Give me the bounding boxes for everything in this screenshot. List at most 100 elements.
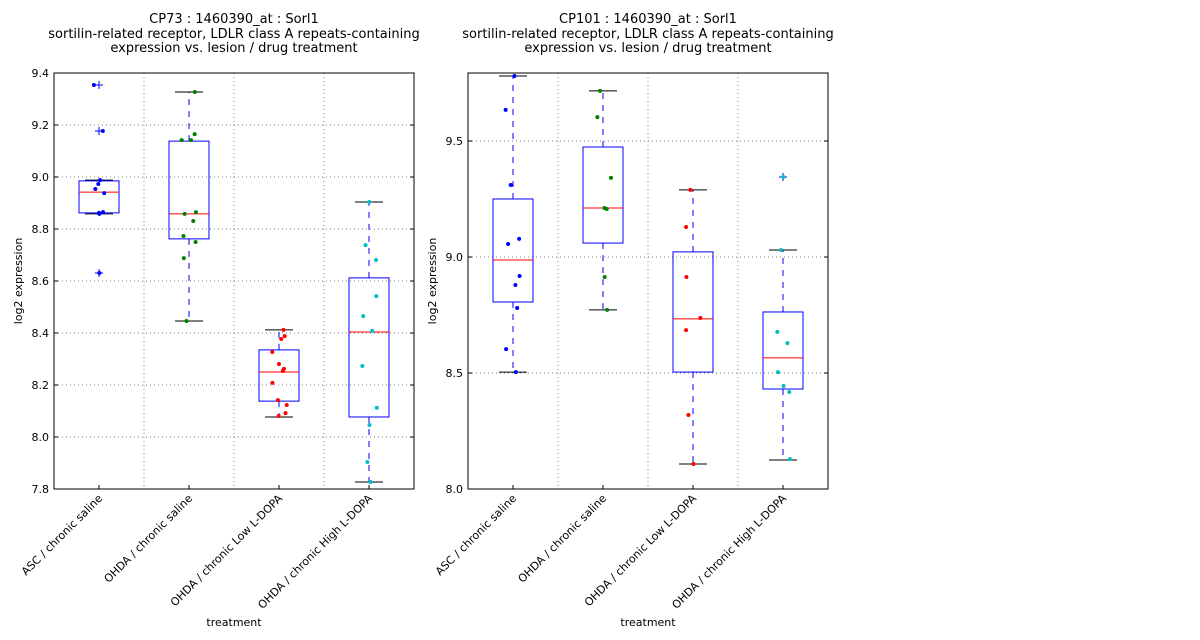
box xyxy=(168,140,210,240)
data-point xyxy=(698,316,703,321)
data-point xyxy=(684,274,689,279)
data-point xyxy=(367,423,372,428)
outlier-marker xyxy=(95,80,103,89)
data-point xyxy=(691,461,696,466)
y-tick-label: 9.2 xyxy=(32,119,50,132)
grid xyxy=(468,73,828,489)
plot-frame xyxy=(467,72,829,490)
data-point xyxy=(778,248,783,253)
data-point xyxy=(508,183,513,188)
y-tick-label: 8.6 xyxy=(32,275,50,288)
box-group xyxy=(492,74,534,375)
chart-title-line-3: expression vs. lesion / drug treatment xyxy=(524,41,771,56)
data-point xyxy=(181,256,186,261)
data-point xyxy=(598,88,603,93)
data-point xyxy=(97,211,102,216)
data-point xyxy=(513,283,518,288)
chart-title-line-3: expression vs. lesion / drug treatment xyxy=(110,41,357,56)
data-point xyxy=(374,294,379,299)
data-point xyxy=(96,182,101,187)
data-point xyxy=(365,459,370,464)
plot-marks xyxy=(78,80,390,484)
data-point xyxy=(281,327,286,332)
data-point xyxy=(284,403,289,408)
data-point xyxy=(100,128,105,133)
x-tick-label: ASC / chronic saline xyxy=(433,492,519,578)
data-point xyxy=(595,115,600,120)
data-point xyxy=(279,336,284,341)
x-axis-label: treatment xyxy=(206,616,262,629)
box-group xyxy=(672,187,714,466)
data-point xyxy=(684,225,689,230)
chart-title-line-1: CP101 : 1460390_at : Sorl1 xyxy=(559,12,737,27)
box-group xyxy=(582,88,624,312)
data-point xyxy=(605,307,610,312)
data-point xyxy=(602,274,607,279)
data-point xyxy=(363,243,368,248)
data-point xyxy=(787,390,792,395)
y-tick-label: 8.0 xyxy=(32,431,50,444)
data-point xyxy=(370,328,375,333)
data-point xyxy=(684,328,689,333)
data-point xyxy=(361,314,366,319)
box-group xyxy=(348,199,390,484)
y-tick-label: 9.0 xyxy=(446,251,464,264)
data-point xyxy=(101,210,106,215)
data-point xyxy=(280,368,285,373)
y-axis-label: log2 expression xyxy=(426,238,439,325)
data-point xyxy=(688,187,693,192)
data-point xyxy=(515,306,520,311)
grid xyxy=(54,73,414,489)
data-point xyxy=(368,479,373,484)
data-point xyxy=(270,380,275,385)
data-point xyxy=(192,89,197,94)
data-point xyxy=(781,174,786,179)
data-point xyxy=(270,349,275,354)
y-tick-label: 8.2 xyxy=(32,379,50,392)
data-point xyxy=(506,241,511,246)
y-tick-label: 7.8 xyxy=(32,483,50,496)
data-point xyxy=(93,186,98,191)
data-point xyxy=(193,210,198,215)
data-point xyxy=(517,274,522,279)
box-group xyxy=(168,89,210,324)
y-tick-label: 9.4 xyxy=(32,67,50,80)
data-point xyxy=(283,411,288,416)
x-tick-label: OHDA / chronic saline xyxy=(102,492,196,586)
data-point xyxy=(512,74,517,79)
data-point xyxy=(184,319,189,324)
data-point xyxy=(374,257,379,262)
data-point xyxy=(192,132,197,137)
data-point xyxy=(98,178,103,183)
box xyxy=(762,311,804,390)
data-point xyxy=(686,412,691,417)
y-tick-label: 8.8 xyxy=(32,223,50,236)
data-point xyxy=(102,191,107,196)
data-point xyxy=(191,218,196,223)
y-tick-label: 9.5 xyxy=(446,135,464,148)
chart-title-line-1: CP73 : 1460390_at : Sorl1 xyxy=(149,12,319,27)
box xyxy=(492,198,534,303)
data-point xyxy=(776,370,781,375)
y-tick-label: 8.0 xyxy=(446,483,464,496)
y-axis-ticks: 8.0 8.5 9.0 9.5 xyxy=(446,135,828,496)
chart-panel-cp101: CP101 : 1460390_at : Sorl1 sortilin-rela… xyxy=(426,12,834,629)
x-axis-label: treatment xyxy=(620,616,676,629)
chart-title-line-2: sortilin-related receptor, LDLR class A … xyxy=(462,27,833,42)
chart-title-line-2: sortilin-related receptor, LDLR class A … xyxy=(48,27,419,42)
data-point xyxy=(189,138,194,143)
data-point xyxy=(604,206,609,211)
data-point xyxy=(503,107,508,112)
data-point xyxy=(193,240,198,244)
data-point xyxy=(367,199,372,204)
box xyxy=(258,349,300,402)
box-group xyxy=(762,172,804,462)
y-tick-label: 8.5 xyxy=(446,367,464,380)
data-point xyxy=(513,370,518,375)
data-point xyxy=(775,329,780,334)
data-point xyxy=(504,347,509,352)
data-point xyxy=(91,82,96,87)
y-tick-label: 9.0 xyxy=(32,171,50,184)
